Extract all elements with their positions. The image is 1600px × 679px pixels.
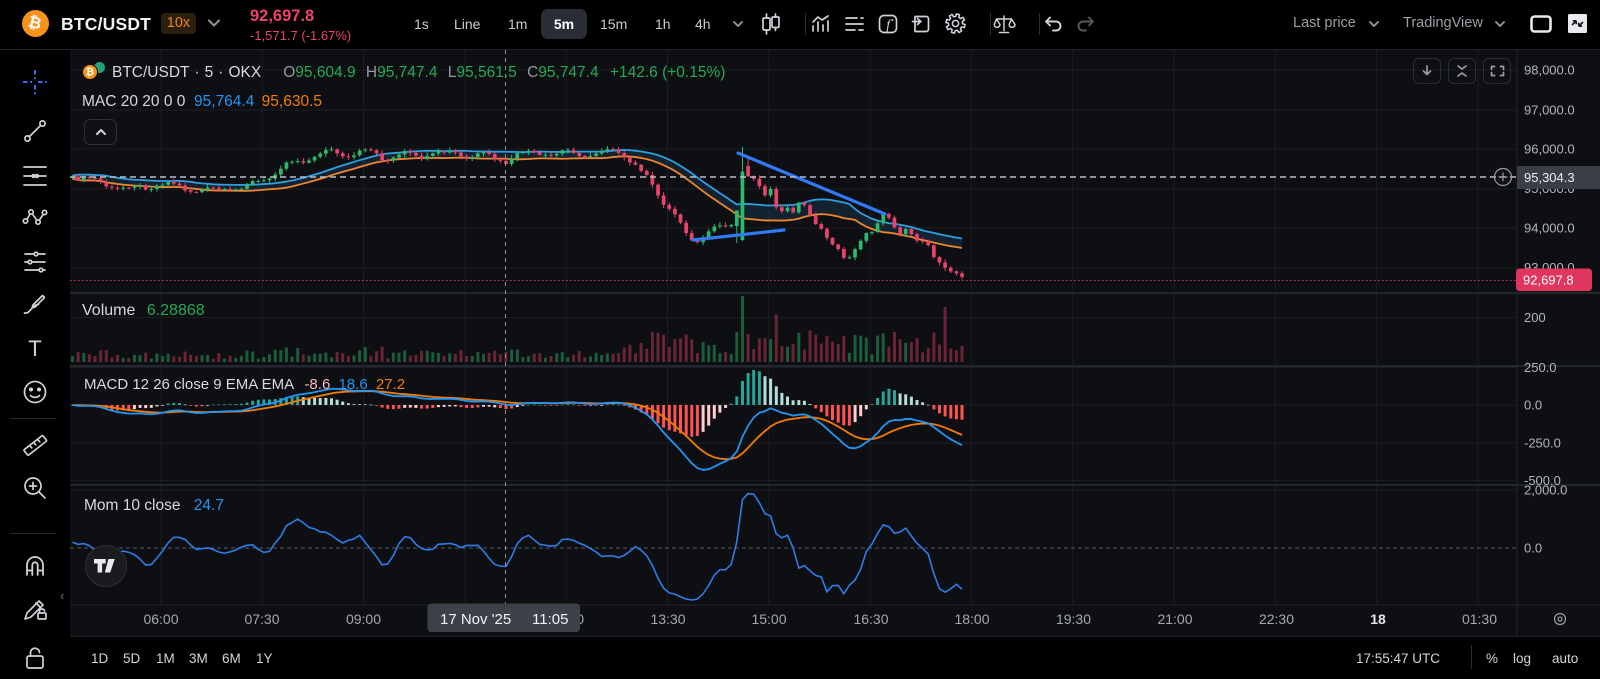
svg-text:f: f	[886, 18, 892, 33]
svg-text:94,000.0: 94,000.0	[1524, 221, 1575, 236]
svg-text:92,697.8: 92,697.8	[1523, 273, 1574, 288]
svg-text:18:00: 18:00	[954, 611, 989, 627]
svg-text:0.0: 0.0	[1524, 398, 1542, 413]
svg-text:22:30: 22:30	[1259, 611, 1294, 627]
svg-text:11:05: 11:05	[532, 611, 568, 628]
svg-text:250.0: 250.0	[1524, 360, 1557, 375]
svg-text:16:30: 16:30	[853, 611, 888, 627]
svg-text:01:30: 01:30	[1462, 611, 1497, 627]
svg-text:21:00: 21:00	[1157, 611, 1192, 627]
svg-text:98,000.0: 98,000.0	[1524, 63, 1575, 78]
svg-text:97,000.0: 97,000.0	[1524, 103, 1575, 118]
svg-text:17 Nov '25: 17 Nov '25	[440, 611, 511, 628]
svg-text:09:00: 09:00	[346, 611, 381, 627]
svg-text:96,000.0: 96,000.0	[1524, 142, 1575, 157]
svg-text:0.0: 0.0	[1524, 541, 1542, 556]
svg-text:-250.0: -250.0	[1524, 436, 1561, 451]
svg-text:06:00: 06:00	[143, 611, 178, 627]
svg-text:-500.0: -500.0	[1524, 473, 1561, 488]
svg-text:13:30: 13:30	[650, 611, 685, 627]
svg-text:07:30: 07:30	[244, 611, 279, 627]
svg-text:200: 200	[1524, 310, 1546, 325]
svg-text:T: T	[28, 336, 41, 361]
svg-text:18: 18	[1370, 611, 1386, 627]
svg-text:19:30: 19:30	[1056, 611, 1091, 627]
svg-text:2,000.0: 2,000.0	[1524, 483, 1567, 498]
svg-text:15:00: 15:00	[751, 611, 786, 627]
svg-text:95,304.3: 95,304.3	[1524, 170, 1575, 185]
